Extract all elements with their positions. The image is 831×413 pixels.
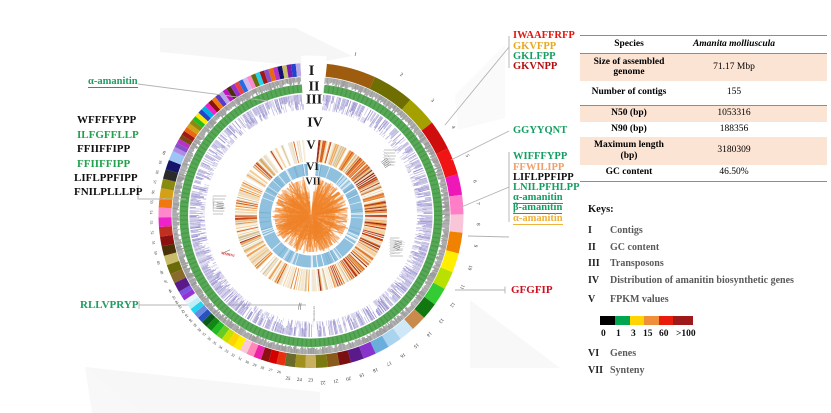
- svg-text:21: 21: [332, 377, 338, 383]
- svg-text:38: 38: [196, 327, 202, 333]
- svg-text:27: 27: [268, 368, 273, 373]
- svg-text:31: 31: [237, 356, 242, 361]
- svg-text:2: 2: [399, 73, 404, 79]
- svg-text:7: 7: [475, 202, 480, 205]
- svg-text:32: 32: [230, 353, 235, 358]
- svg-text:8: 8: [475, 223, 480, 226]
- svg-text:60: 60: [161, 150, 166, 155]
- svg-text:40: 40: [188, 318, 194, 324]
- svg-text:51: 51: [151, 241, 156, 246]
- svg-text:I: I: [309, 63, 315, 79]
- svg-text:24: 24: [297, 378, 303, 383]
- svg-text:44: 44: [174, 300, 179, 305]
- svg-text:42: 42: [180, 309, 186, 315]
- svg-text:49: 49: [156, 260, 161, 265]
- svg-text:26: 26: [277, 370, 282, 375]
- svg-text:57: 57: [152, 180, 157, 185]
- svg-text:28: 28: [260, 365, 265, 370]
- svg-text:19: 19: [358, 371, 365, 377]
- svg-text:34: 34: [218, 345, 223, 351]
- svg-text:39: 39: [192, 322, 198, 328]
- svg-text:54: 54: [149, 210, 153, 214]
- svg-text:29: 29: [252, 363, 257, 368]
- svg-text:46: 46: [167, 288, 172, 293]
- svg-text:10: 10: [466, 264, 472, 271]
- svg-text:48: 48: [159, 270, 164, 275]
- svg-text:14: 14: [425, 330, 432, 337]
- svg-text:11: 11: [458, 283, 465, 290]
- svg-text:56: 56: [151, 190, 156, 194]
- svg-text:6: 6: [471, 180, 477, 184]
- svg-text:58: 58: [155, 170, 160, 175]
- svg-text:59: 59: [158, 160, 163, 165]
- svg-text:V: V: [306, 138, 315, 152]
- svg-text:VII: VII: [305, 177, 320, 188]
- svg-text:36: 36: [206, 336, 212, 342]
- svg-text:23: 23: [308, 378, 314, 383]
- svg-text:45: 45: [171, 295, 176, 300]
- svg-text:55: 55: [149, 200, 153, 204]
- svg-text:33: 33: [224, 349, 229, 354]
- svg-text:20: 20: [345, 375, 351, 381]
- svg-text:9: 9: [472, 244, 477, 248]
- svg-text:50: 50: [153, 251, 158, 256]
- svg-text:53: 53: [149, 220, 153, 224]
- svg-text:SYNTENIC: SYNTENIC: [312, 306, 316, 322]
- svg-text:1: 1: [353, 52, 357, 58]
- svg-text:47: 47: [163, 279, 168, 284]
- svg-text:15: 15: [412, 341, 419, 348]
- svg-text:52: 52: [150, 231, 154, 235]
- svg-text:III: III: [306, 93, 322, 108]
- svg-text:25: 25: [285, 377, 291, 383]
- svg-text:IV: IV: [307, 116, 323, 131]
- svg-text:35: 35: [212, 340, 218, 346]
- svg-text:VI: VI: [306, 161, 319, 173]
- svg-text:37: 37: [201, 332, 207, 338]
- svg-text:5: 5: [464, 154, 470, 159]
- svg-text:II: II: [309, 80, 320, 95]
- svg-text:12: 12: [448, 301, 455, 308]
- svg-text:43: 43: [177, 304, 183, 309]
- svg-text:16: 16: [398, 351, 405, 358]
- svg-text:17: 17: [385, 359, 392, 366]
- svg-text:4: 4: [450, 125, 456, 130]
- svg-text:18: 18: [371, 366, 378, 373]
- svg-text:30: 30: [244, 360, 249, 365]
- svg-text:22: 22: [320, 379, 326, 384]
- svg-text:13: 13: [437, 317, 444, 324]
- svg-text:41: 41: [184, 313, 190, 319]
- svg-text:3: 3: [429, 98, 435, 104]
- svg-text:MSDIN1: MSDIN1: [221, 251, 236, 258]
